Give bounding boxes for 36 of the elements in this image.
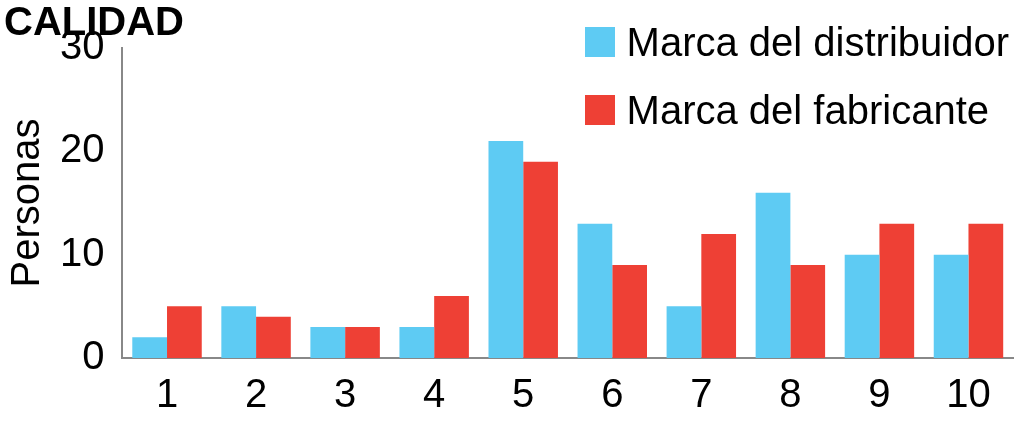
- bar: [879, 223, 915, 358]
- bar: [933, 254, 969, 358]
- x-tick-label: 2: [244, 371, 268, 416]
- x-tick-label: 5: [512, 371, 535, 416]
- bar: [968, 223, 1004, 358]
- bar: [399, 327, 435, 358]
- bar: [345, 327, 380, 358]
- x-tick-label: 7: [690, 371, 713, 416]
- y-tick-label: 0: [82, 333, 105, 378]
- bar: [167, 306, 202, 358]
- bar: [755, 192, 791, 358]
- bar: [701, 234, 737, 358]
- bar: [434, 296, 469, 358]
- legend-label: Marca del distribuidor: [626, 19, 1009, 66]
- bar: [666, 306, 702, 358]
- x-tick-label: 9: [868, 371, 891, 416]
- y-axis-title: Personas: [3, 118, 48, 288]
- bar: [256, 316, 291, 358]
- bar: [221, 306, 257, 358]
- x-tick-label: 3: [333, 371, 357, 416]
- x-tick-label: 8: [779, 371, 802, 416]
- bar: [577, 223, 613, 358]
- bar: [612, 265, 647, 358]
- y-tick-label: 20: [59, 126, 105, 171]
- legend-label: Marca del fabricante: [626, 87, 990, 134]
- bar: [310, 327, 346, 358]
- y-tick-label: 10: [59, 229, 105, 274]
- bar: [844, 254, 880, 358]
- bar: [523, 161, 558, 358]
- x-tick-label: 1: [155, 371, 179, 416]
- x-tick-label: 6: [601, 371, 624, 416]
- x-tick-label: 10: [946, 371, 991, 416]
- x-tick-label: 4: [423, 371, 446, 416]
- bar: [488, 141, 524, 358]
- bar: [790, 265, 826, 358]
- bar: [132, 337, 168, 358]
